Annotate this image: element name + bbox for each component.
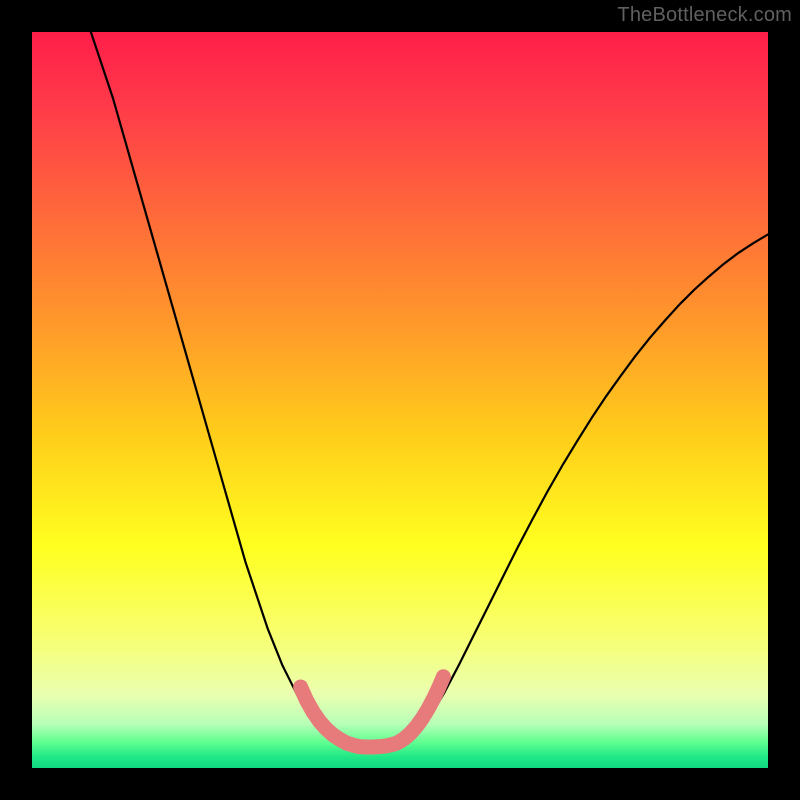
bottleneck-chart [0,0,800,800]
watermark-label: TheBottleneck.com [617,4,792,27]
chart-container: TheBottleneck.com [0,0,800,800]
plot-background [32,32,768,768]
